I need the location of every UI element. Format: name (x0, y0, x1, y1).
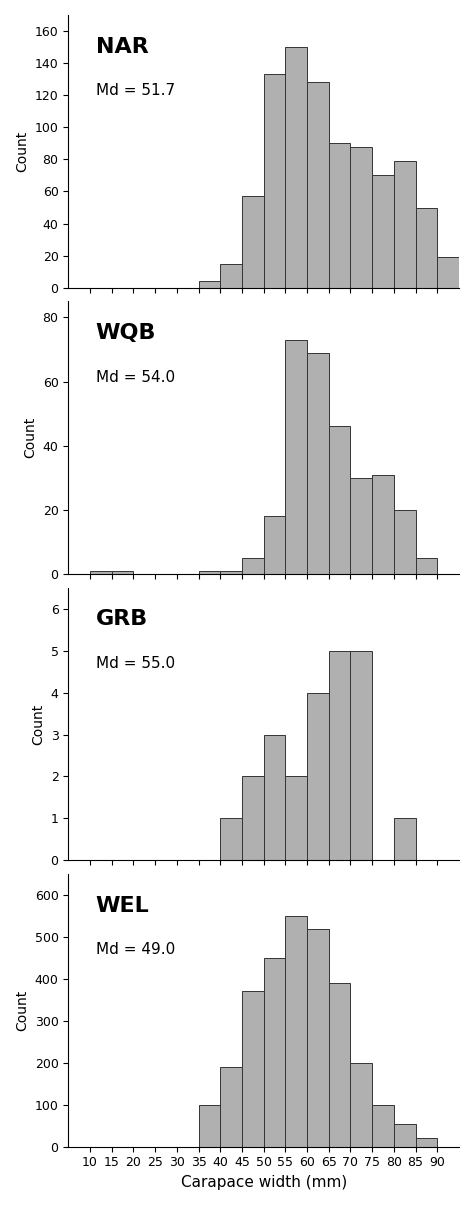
Bar (264, 735, 285, 860)
Bar (264, 75, 285, 288)
Bar (285, 47, 307, 288)
Bar (416, 558, 438, 574)
Text: WQB: WQB (96, 323, 156, 343)
Y-axis label: Count: Count (15, 989, 29, 1031)
Text: GRB: GRB (96, 610, 148, 629)
Bar (90, 571, 112, 574)
Bar (307, 82, 329, 288)
Text: Md = 54.0: Md = 54.0 (96, 370, 175, 384)
Bar (416, 207, 438, 288)
Bar (329, 143, 350, 288)
Bar (307, 693, 329, 860)
Y-axis label: Count: Count (31, 704, 45, 745)
Bar (329, 427, 350, 574)
Bar (242, 992, 264, 1147)
Bar (242, 776, 264, 860)
X-axis label: Carapace width (mm): Carapace width (mm) (181, 1175, 347, 1191)
Bar (285, 776, 307, 860)
Bar (372, 176, 394, 288)
Bar (199, 571, 220, 574)
Text: WEL: WEL (96, 895, 149, 916)
Bar (372, 475, 394, 574)
Y-axis label: Count: Count (23, 417, 37, 458)
Bar (329, 651, 350, 860)
Bar (264, 516, 285, 574)
Bar (307, 353, 329, 574)
Bar (350, 147, 372, 288)
Bar (350, 651, 372, 860)
Bar (350, 478, 372, 574)
Bar (438, 258, 459, 288)
Bar (416, 1139, 438, 1147)
Bar (199, 1105, 220, 1147)
Text: Md = 49.0: Md = 49.0 (96, 942, 175, 957)
Bar (220, 818, 242, 860)
Bar (285, 340, 307, 574)
Bar (112, 571, 133, 574)
Bar (394, 161, 416, 288)
Bar (242, 196, 264, 288)
Bar (264, 958, 285, 1147)
Bar (394, 1123, 416, 1147)
Text: Md = 55.0: Md = 55.0 (96, 656, 175, 671)
Text: NAR: NAR (96, 37, 148, 57)
Bar (329, 983, 350, 1147)
Bar (285, 916, 307, 1147)
Bar (350, 1063, 372, 1147)
Bar (372, 1105, 394, 1147)
Text: Md = 51.7: Md = 51.7 (96, 83, 175, 98)
Bar (394, 510, 416, 574)
Y-axis label: Count: Count (15, 131, 29, 172)
Bar (220, 1066, 242, 1147)
Bar (220, 571, 242, 574)
Bar (459, 281, 474, 288)
Bar (242, 558, 264, 574)
Bar (220, 264, 242, 288)
Bar (199, 281, 220, 288)
Bar (394, 818, 416, 860)
Bar (307, 929, 329, 1147)
